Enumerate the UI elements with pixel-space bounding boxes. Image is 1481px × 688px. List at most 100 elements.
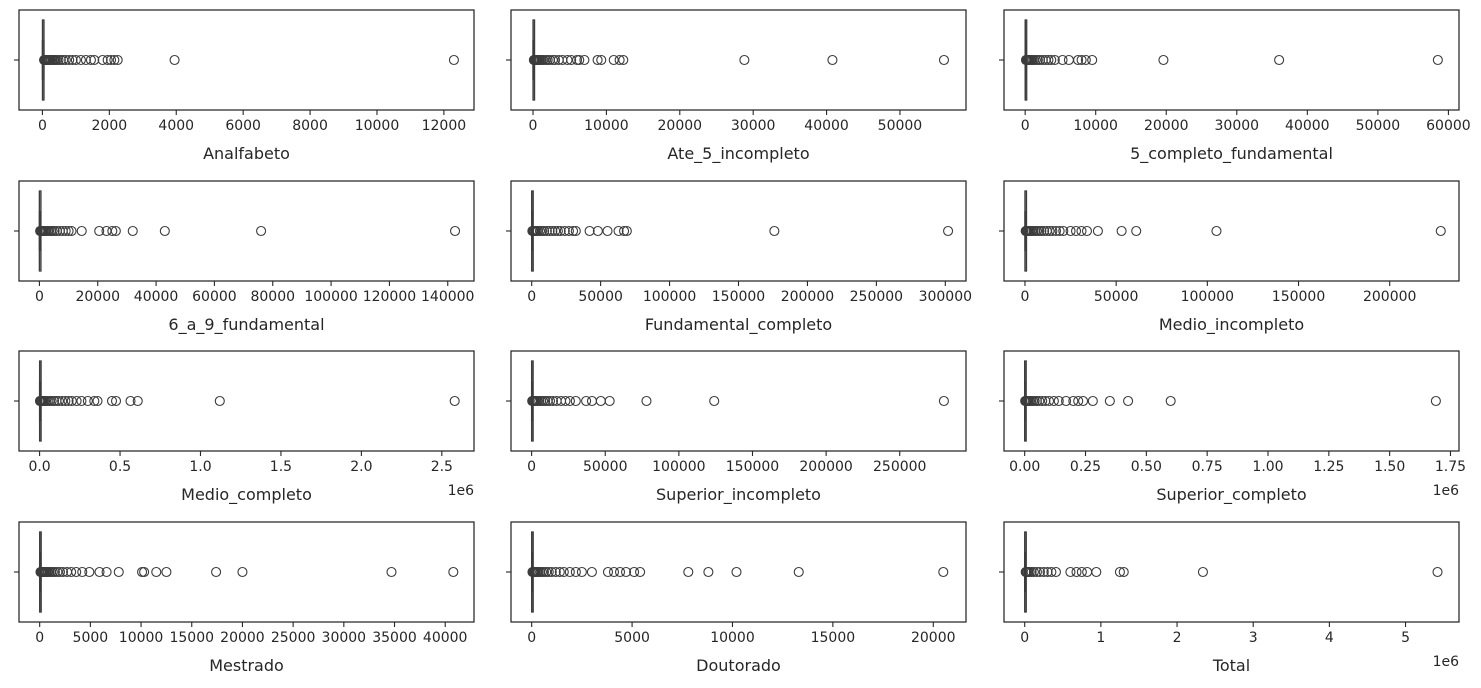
outlier-point <box>1430 395 1441 407</box>
x-tick-label: 0.75 <box>1192 459 1223 475</box>
x-tick-label: 10000 <box>355 118 400 134</box>
outlier-point <box>574 54 585 66</box>
x-tick-label: 0 <box>35 630 44 646</box>
outlier-point <box>1432 54 1443 66</box>
outlier-point <box>559 225 570 237</box>
outlier-point <box>132 395 143 407</box>
x-tick-label: 40000 <box>423 630 468 646</box>
outlier-point <box>621 225 632 237</box>
subplot-superior-completo: 0.00 0.25 0.50 0.75 1.00 1.25 1.50 1.75 1e6 Super… <box>999 350 1466 505</box>
outlier-point <box>1073 395 1084 407</box>
outlier-point <box>546 566 557 578</box>
x-tick-label: 1.5 <box>270 459 292 475</box>
outlier-point <box>641 395 652 407</box>
outlier-point <box>449 225 461 237</box>
outlier-point <box>1060 395 1072 407</box>
outlier-point <box>544 225 555 237</box>
outlier-point <box>1432 566 1443 578</box>
outlier-point <box>57 566 69 578</box>
x-axis-label: 6_a_9_fundamental <box>168 315 324 335</box>
x-tick-label: 30000 <box>1215 118 1260 134</box>
outlier-point <box>566 54 577 66</box>
x-tick-label: 0 <box>35 289 44 305</box>
x-tick-label: 40000 <box>1285 118 1330 134</box>
outlier-point <box>586 566 597 578</box>
outlier-point <box>76 395 87 407</box>
x-tick-label: 250000 <box>873 459 926 475</box>
outlier-point <box>596 54 607 66</box>
outlier-point <box>60 395 71 407</box>
outlier-point <box>110 225 121 237</box>
outlier-point <box>1104 395 1115 407</box>
outlier-point <box>1063 54 1074 66</box>
outlier-point <box>106 395 118 407</box>
outlier-point <box>1092 225 1103 237</box>
outlier-point <box>683 566 694 578</box>
outlier-point <box>1116 225 1127 237</box>
outlier-point <box>547 395 559 407</box>
outlier-point <box>137 566 148 578</box>
x-tick-label: 100000 <box>652 459 705 475</box>
outlier-point <box>943 225 954 237</box>
outlier-point <box>53 54 64 66</box>
x-axis-label: Analfabeto <box>203 144 290 163</box>
x-tick-label: 100000 <box>643 289 696 305</box>
outlier-point <box>576 566 587 578</box>
outlier-point <box>70 54 81 66</box>
outlier-point <box>1211 225 1222 237</box>
subplot-analfabeto: 0 2000 4000 6000 8000 10000 12000 Analfabeto <box>14 9 475 163</box>
outlier-point <box>139 566 150 578</box>
outlier-point <box>67 54 78 66</box>
outlier-point <box>793 566 804 578</box>
outlier-point <box>75 54 86 66</box>
axes-frame <box>510 350 967 452</box>
x-tick-label: 0 <box>38 118 47 134</box>
outlier-point <box>66 395 77 407</box>
outlier-point <box>595 395 606 407</box>
outlier-point <box>550 566 561 578</box>
x-tick-label: 20000 <box>1144 118 1189 134</box>
x-tick-label: 0.25 <box>1070 459 1101 475</box>
outlier-point <box>564 566 575 578</box>
x-tick-label: 200000 <box>1363 289 1416 305</box>
outlier-point <box>1076 225 1087 237</box>
x-tick-label: 150000 <box>1272 289 1325 305</box>
x-tick-label: 12000 <box>422 118 467 134</box>
x-tick-label: 0 <box>529 118 538 134</box>
outlier-point <box>46 395 57 407</box>
outlier-point <box>60 225 71 237</box>
x-axis-label: Medio_incompleto <box>1159 315 1304 335</box>
outlier-point <box>89 54 100 66</box>
x-axis-label: 5_completo_fundamental <box>1130 144 1333 164</box>
x-tick-label: 60000 <box>192 289 237 305</box>
x-tick-label: 20000 <box>658 118 703 134</box>
outlier-point <box>1058 225 1069 237</box>
x-tick-label: 15000 <box>811 630 856 646</box>
x-tick-label: 1.50 <box>1374 459 1405 475</box>
outlier-point <box>1053 395 1064 407</box>
x-tick-label: 2000 <box>92 118 128 134</box>
outlier-point <box>618 54 629 66</box>
outlier-point <box>1091 566 1102 578</box>
outlier-point <box>63 225 74 237</box>
subplot-medio-completo: 0.0 0.5 1.0 1.5 2.0 2.5 1e6 Medio_completo <box>14 350 475 505</box>
x-tick-label: 0 <box>527 289 536 305</box>
outlier-point <box>560 395 571 407</box>
x-tick-label: 50000 <box>878 118 923 134</box>
outlier-point <box>549 54 561 66</box>
x-tick-label: 80000 <box>250 289 295 305</box>
axes-frame <box>1003 9 1460 111</box>
outlier-point <box>60 54 71 66</box>
x-axis-label: Ate_5_incompleto <box>667 144 809 164</box>
outlier-point <box>101 566 112 578</box>
outlier-point <box>1042 566 1053 578</box>
x-tick-label: 150000 <box>712 289 765 305</box>
x-axis-label: Mestrado <box>209 656 284 675</box>
x-tick-label: 0.50 <box>1131 459 1162 475</box>
x-tick-label: 1.00 <box>1252 459 1283 475</box>
axes-frame <box>18 9 475 111</box>
x-tick-label: 0 <box>1020 630 1029 646</box>
outlier-point <box>214 395 225 407</box>
x-tick-label: 5000 <box>614 630 650 646</box>
